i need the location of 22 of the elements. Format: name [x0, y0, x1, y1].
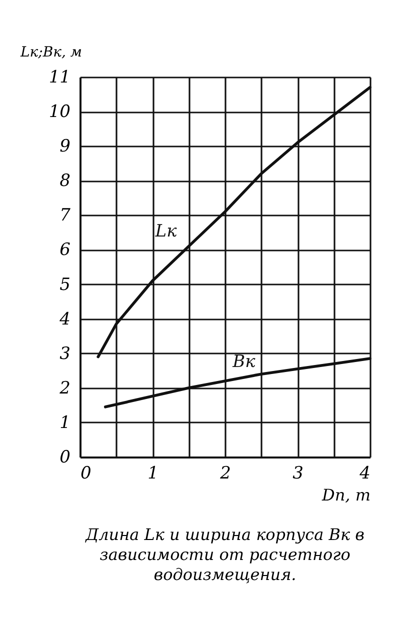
y-tick-label: 1: [60, 412, 70, 433]
y-tick-label: 11: [48, 68, 70, 88]
text: Длина Lк и ширина корпуса Bк в зависимости от расчетного водоизмещения.: [84, 525, 364, 584]
x-tick-label: 0: [80, 464, 92, 484]
y-tick-label: 8: [60, 171, 71, 192]
x-axis-title: Dп, т: [321, 486, 370, 504]
y-tick-label: 5: [60, 274, 70, 295]
y-tick-label: 2: [58, 378, 70, 398]
x-tick-label: 4: [358, 464, 370, 484]
series-label: Bк: [232, 352, 256, 372]
y-tick-label: 3: [60, 344, 70, 364]
y-tick-label: 4: [58, 309, 70, 330]
y-axis-title: Lк;Bк, м: [20, 44, 82, 60]
y-tick-label: 9: [60, 136, 71, 157]
x-tick-label: 3: [292, 464, 304, 484]
series-label: Lк: [154, 221, 178, 242]
x-tick-label: 2: [219, 464, 231, 484]
y-tick-label: 10: [48, 102, 71, 122]
y-tick-label: 7: [60, 206, 71, 226]
x-tick-label: 1: [148, 464, 158, 484]
y-tick-label: 6: [60, 240, 71, 260]
y-tick-label: 0: [60, 448, 71, 468]
